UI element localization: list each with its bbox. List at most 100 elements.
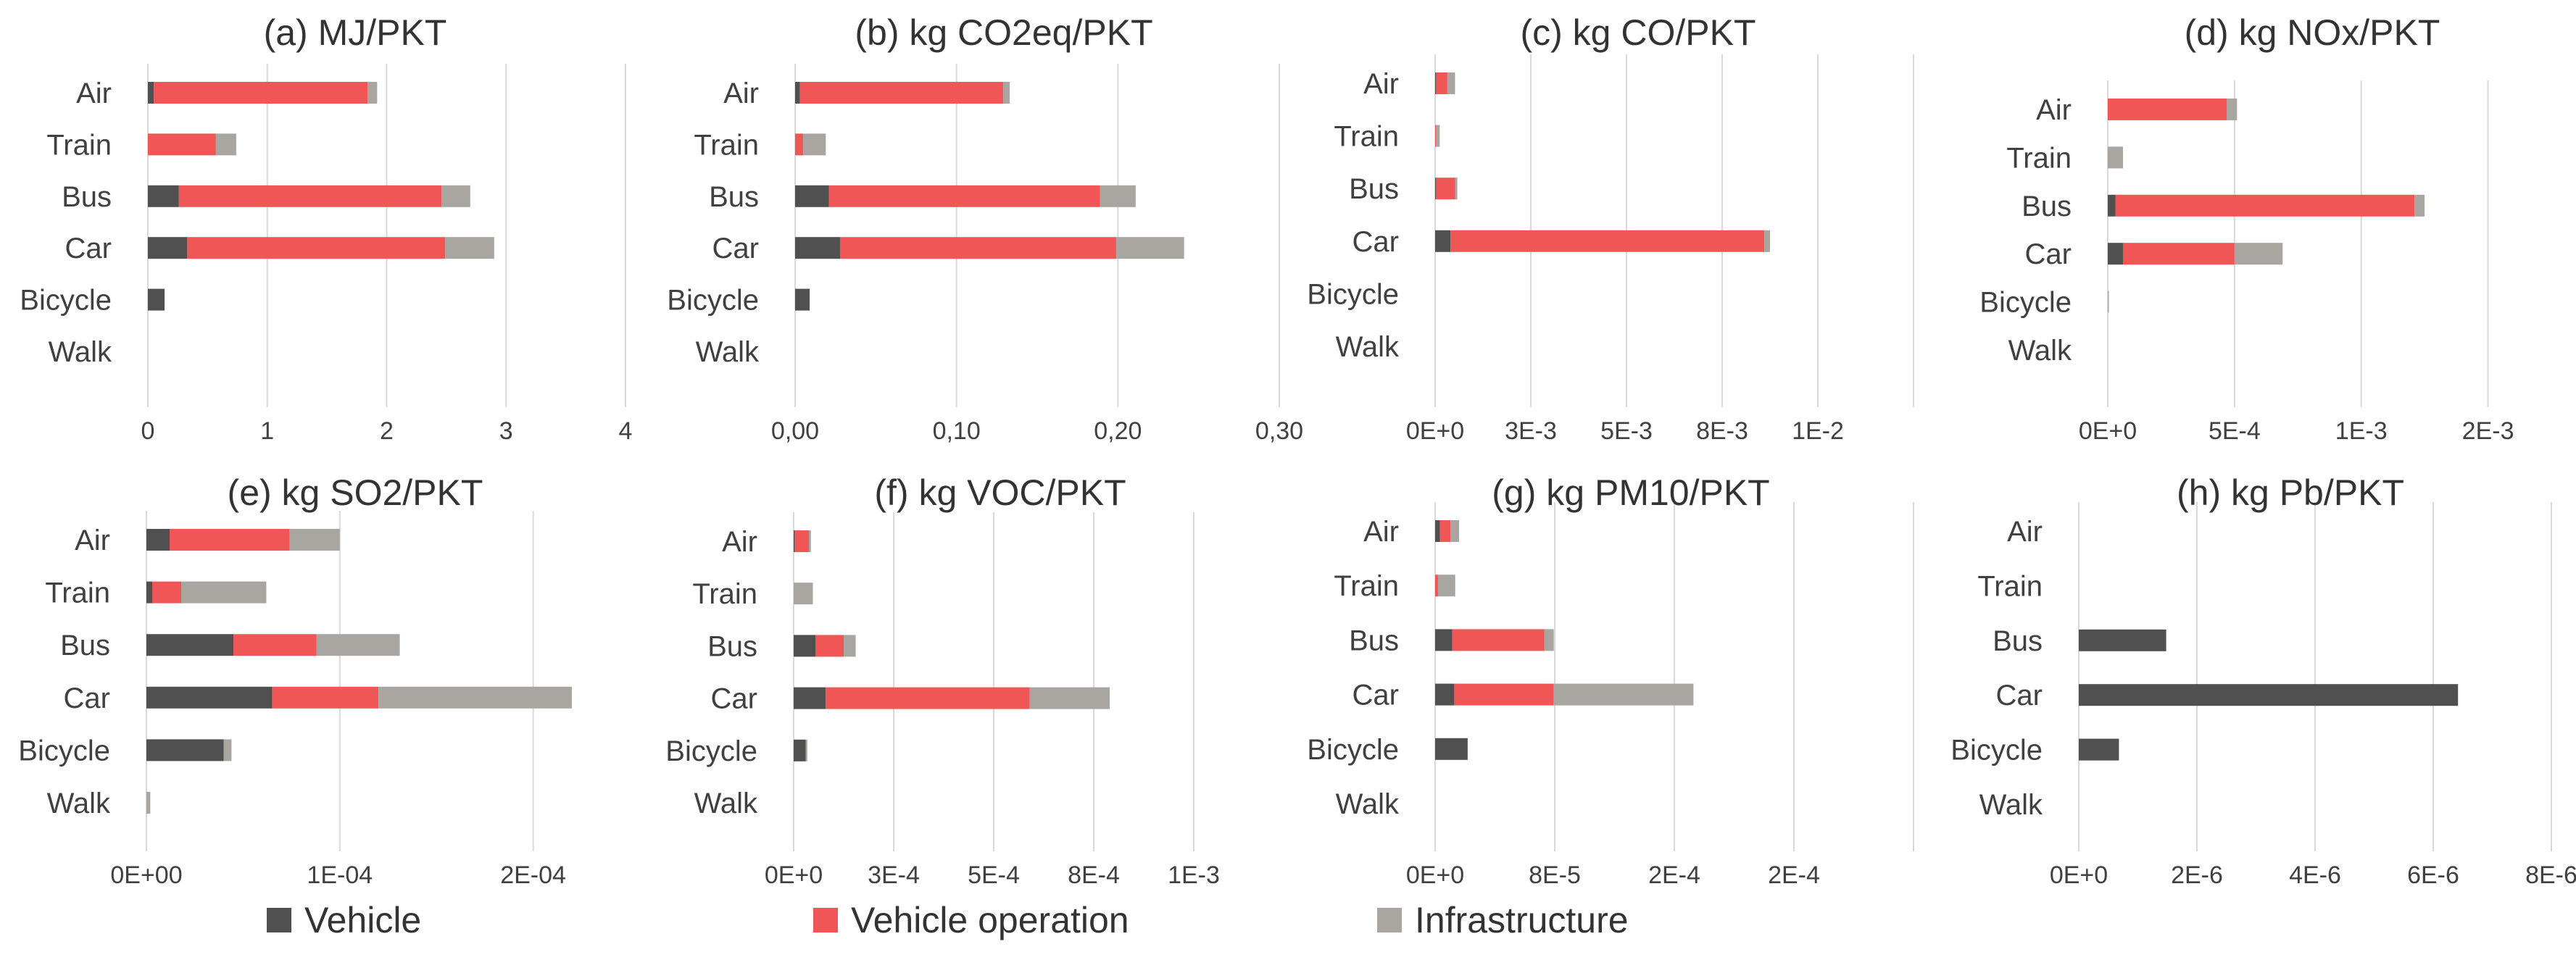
bar-c-air-vehicle-operation: [1436, 72, 1447, 94]
category-label-g-air: Air: [1363, 516, 1399, 548]
category-label-c-bicycle: Bicycle: [1307, 278, 1399, 310]
category-label-b-walk: Walk: [696, 336, 760, 368]
bar-e-bus-vehicle-operation: [233, 634, 317, 656]
chart-title-g: (g) kg PM10/PKT: [1492, 472, 1769, 513]
bar-a-bus-vehicle-operation: [178, 185, 442, 207]
bar-c-car-vehicle: [1435, 230, 1451, 252]
bar-g-train-infrastructure: [1437, 575, 1455, 597]
category-label-h-train: Train: [1977, 570, 2043, 602]
bar-c-bus-vehicle-operation: [1436, 178, 1455, 200]
chart-panel-a: (a) MJ/PKT Air Train Bus Car Bicycle Walk 0 1 2 3 4: [20, 12, 632, 445]
category-label-c-car: Car: [1353, 226, 1399, 258]
category-label-a-car: Car: [65, 233, 112, 264]
x-tick-label-e-0: 0E+00: [110, 861, 182, 889]
bar-f-car-infrastructure: [1029, 687, 1110, 709]
bar-e-bus-vehicle: [146, 634, 234, 656]
bar-b-bicycle-vehicle: [795, 288, 810, 311]
category-label-d-air: Air: [2036, 94, 2072, 126]
bar-d-bus-vehicle: [2108, 194, 2116, 217]
bar-b-car-vehicle: [795, 237, 841, 259]
bar-a-train-infrastructure: [215, 133, 236, 156]
category-label-g-car: Car: [1353, 680, 1399, 711]
chart-panel-c: (c) kg CO/PKT Air Train Bus Car Bicycle Walk 0E…: [1307, 12, 1914, 445]
x-tick-label-g-1: 8E-5: [1529, 861, 1581, 889]
category-label-f-walk: Walk: [694, 788, 758, 819]
chart-panel-f: (f) kg VOC/PKT Air Train Bus Car Bicycle Walk 0…: [665, 472, 1220, 889]
category-label-e-bicycle: Bicycle: [18, 735, 110, 767]
bar-e-air-infrastructure: [289, 529, 340, 551]
category-label-d-bicycle: Bicycle: [1979, 287, 2072, 319]
x-tick-label-c-4: 1E-2: [1792, 417, 1844, 445]
category-label-b-train: Train: [694, 129, 759, 161]
bar-b-train-vehicle-operation: [795, 133, 804, 156]
bar-b-train-infrastructure: [803, 133, 826, 156]
x-tick-label-b-2: 0,20: [1094, 417, 1142, 445]
bar-f-air-infrastructure: [808, 530, 811, 552]
bar-b-bus-vehicle-operation: [828, 185, 1100, 207]
bar-a-bus-vehicle: [148, 185, 179, 207]
x-tick-label-e-1: 1E-04: [307, 861, 373, 889]
bar-a-air-vehicle-operation: [154, 82, 368, 104]
bar-h-bus-vehicle: [2079, 629, 2166, 651]
bar-d-bus-infrastructure: [2414, 194, 2425, 217]
category-label-h-bicycle: Bicycle: [1950, 735, 2043, 767]
category-label-a-air: Air: [76, 78, 112, 109]
category-label-e-walk: Walk: [47, 788, 111, 819]
bar-d-bus-vehicle-operation: [2115, 194, 2415, 217]
category-label-f-bus: Bus: [707, 630, 757, 662]
bar-f-bus-infrastructure: [844, 635, 856, 657]
bar-f-bus-vehicle-operation: [815, 635, 844, 657]
x-tick-label-f-2: 5E-4: [968, 861, 1020, 889]
category-label-c-train: Train: [1334, 121, 1399, 153]
bar-f-train-infrastructure: [794, 583, 813, 605]
bar-e-train-vehicle: [146, 581, 153, 604]
bar-g-car-vehicle-operation: [1454, 683, 1554, 706]
legend-swatch-infrastructure: [1377, 908, 1402, 932]
chart-panel-d: (d) kg NOx/PKT Air Train Bus Car Bicycle Walk 0…: [1979, 12, 2514, 445]
bar-e-train-infrastructure: [181, 581, 267, 604]
chart-title-d: (d) kg NOx/PKT: [2185, 12, 2440, 53]
x-tick-label-c-0: 0E+0: [1406, 417, 1464, 445]
bar-c-train-infrastructure: [1436, 125, 1440, 147]
bar-f-air-vehicle-operation: [794, 530, 809, 552]
x-tick-label-a-0: 0: [141, 417, 155, 445]
x-tick-label-a-3: 3: [499, 417, 513, 445]
category-label-a-train: Train: [46, 129, 112, 161]
category-label-g-walk: Walk: [1336, 788, 1400, 820]
x-tick-label-h-4: 8E-6: [2525, 861, 2576, 889]
bar-c-car-vehicle-operation: [1450, 230, 1765, 252]
legend-item-infrastructure: Infrastructure: [1377, 898, 1629, 942]
chart-title-h: (h) kg Pb/PKT: [2177, 472, 2404, 513]
x-tick-label-d-3: 2E-3: [2462, 417, 2514, 445]
bar-a-car-vehicle: [148, 237, 188, 259]
bar-f-bus-vehicle: [794, 635, 816, 657]
bar-c-air-vehicle: [1435, 72, 1437, 94]
x-tick-label-g-2: 2E-4: [1648, 861, 1700, 889]
legend-swatch-vehicle: [267, 908, 291, 932]
category-label-a-bicycle: Bicycle: [20, 285, 112, 317]
category-label-f-air: Air: [722, 526, 757, 558]
bar-f-car-vehicle-operation: [826, 687, 1030, 709]
x-tick-label-h-1: 2E-6: [2171, 861, 2223, 889]
x-tick-label-g-0: 0E+0: [1406, 861, 1464, 889]
x-tick-label-h-0: 0E+0: [2050, 861, 2108, 889]
bar-g-car-vehicle: [1435, 683, 1455, 706]
bar-g-air-infrastructure: [1450, 520, 1459, 542]
chart-title-f: (f) kg VOC/PKT: [874, 472, 1126, 513]
category-label-a-bus: Bus: [62, 181, 112, 213]
category-label-b-bicycle: Bicycle: [667, 285, 759, 317]
category-label-g-bus: Bus: [1349, 625, 1399, 656]
x-tick-label-g-3: 2E-4: [1768, 861, 1820, 889]
bar-g-car-infrastructure: [1553, 683, 1694, 706]
category-label-g-train: Train: [1334, 570, 1399, 602]
category-label-h-walk: Walk: [1979, 789, 2043, 821]
x-tick-label-a-1: 1: [260, 417, 274, 445]
bar-a-car-infrastructure: [445, 237, 494, 259]
category-label-f-bicycle: Bicycle: [665, 735, 757, 767]
x-tick-label-b-3: 0,30: [1255, 417, 1303, 445]
x-tick-label-a-2: 2: [380, 417, 394, 445]
bar-d-air-vehicle-operation: [2108, 99, 2227, 120]
category-label-d-train: Train: [2006, 142, 2072, 174]
